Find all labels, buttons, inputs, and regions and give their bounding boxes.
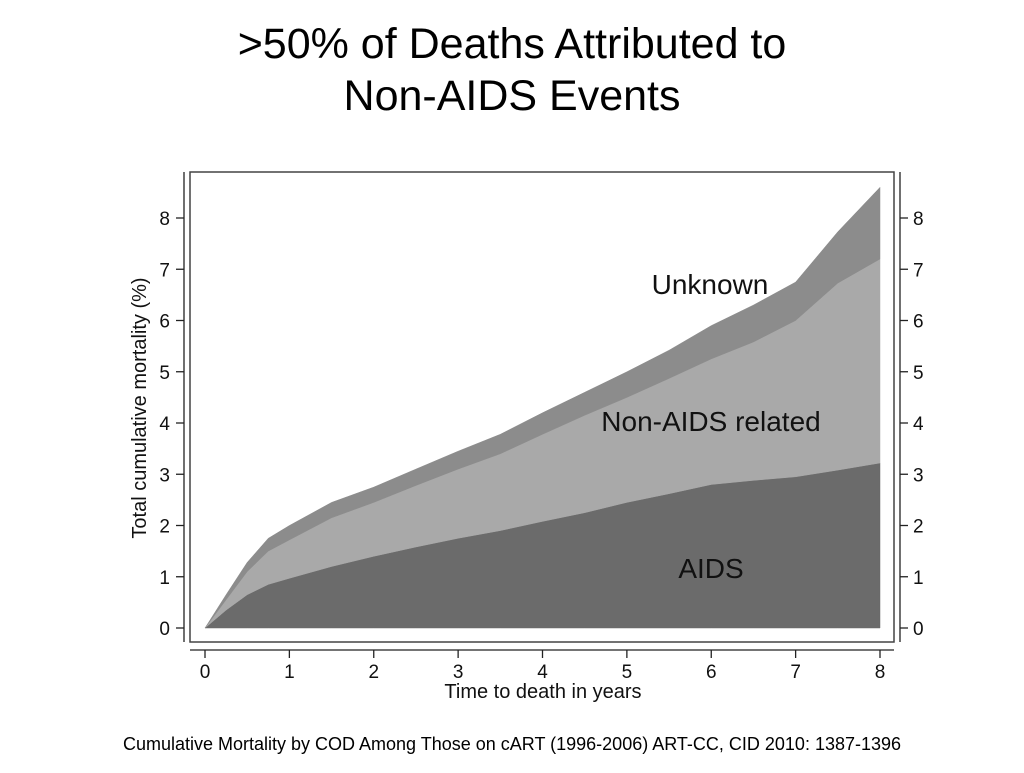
y-tick-label-right: 8 (913, 209, 924, 230)
y-tick-label-left: 7 (159, 260, 170, 281)
y-tick-label-left: 1 (159, 568, 170, 589)
y-tick-label-left: 0 (159, 619, 170, 640)
y-tick-label-right: 5 (913, 363, 924, 384)
area-layer (204, 186, 881, 629)
y-tick-label-right: 1 (913, 568, 924, 589)
y-tick-label-left: 3 (159, 465, 170, 486)
y-tick-label-left: 6 (159, 312, 170, 333)
title-line-1: >50% of Deaths Attributed to (237, 20, 787, 68)
axes-layer: 0 0 1 1 2 2 3 3 4 4 5 5 6 6 7 7 8 8 0 1 2 3 4 5 6 7 8 (159, 172, 924, 683)
area-label-layer: Unknown Non-AIDS related AIDS (601, 269, 820, 584)
y-tick-label-right: 2 (913, 517, 924, 538)
y-tick-label-left: 8 (159, 209, 170, 230)
x-tick-label: 8 (875, 662, 886, 683)
x-tick-label: 1 (284, 662, 295, 683)
x-tick-label: 5 (622, 662, 633, 683)
label-non-aids-related: Non-AIDS related (601, 406, 820, 437)
plot-frame (189, 171, 895, 643)
x-tick-label: 4 (537, 662, 548, 683)
x-tick-label: 2 (368, 662, 379, 683)
y-tick-label-right: 6 (913, 312, 924, 333)
x-tick-label: 7 (790, 662, 801, 683)
y-tick-label-left: 4 (159, 414, 170, 435)
x-axis-label: Time to death in years (444, 681, 641, 703)
x-tick-label: 6 (706, 662, 717, 683)
y-tick-label-left: 5 (159, 363, 170, 384)
y-axis-label: Total cumulative mortality (%) (129, 277, 151, 538)
x-tick-label: 0 (200, 662, 211, 683)
label-unknown: Unknown (652, 269, 769, 300)
y-tick-label-right: 3 (913, 465, 924, 486)
area-unknown (204, 186, 881, 629)
x-tick-label: 3 (453, 662, 464, 683)
title-line-2: Non-AIDS Events (343, 72, 681, 120)
y-tick-label-right: 7 (913, 260, 924, 281)
source-caption: Cumulative Mortality by COD Among Those … (122, 734, 902, 754)
y-tick-label-left: 2 (159, 517, 170, 538)
y-tick-label-right: 4 (913, 414, 924, 435)
y-tick-label-right: 0 (913, 619, 924, 640)
slide-title: >50% of Deaths Attributed to Non-AIDS Ev… (0, 18, 1024, 122)
label-aids: AIDS (678, 553, 743, 584)
